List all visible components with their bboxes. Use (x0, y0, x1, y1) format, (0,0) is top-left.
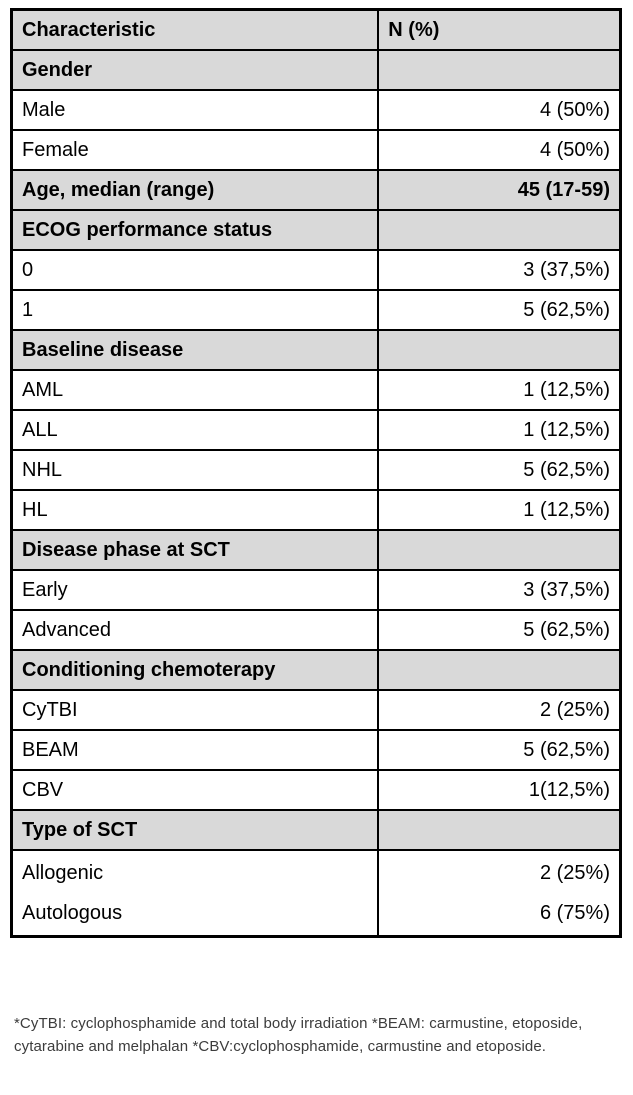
row-label-cell: Early (10, 569, 380, 611)
table-row: Age, median (range) 45 (17-59) (10, 169, 622, 211)
row-value-cell (377, 49, 622, 91)
row-value-cell: 1(12,5%) (377, 769, 622, 811)
row-label-cell: Gender (10, 49, 380, 91)
table-header-row: Characteristic N (%) (10, 8, 622, 51)
table-row: BEAM 5 (62,5%) (10, 729, 622, 771)
table-row: NHL 5 (62,5%) (10, 449, 622, 491)
table-row: Type of SCT (10, 809, 622, 851)
table-body: Characteristic N (%) Gender Male 4 (50%) Fe… (10, 8, 622, 938)
footnote: *CyTBI: cyclophosphamide and total body … (14, 1015, 583, 1056)
table-row: Early 3 (37,5%) (10, 569, 622, 611)
row-value-cell: 3 (37,5%) (377, 249, 622, 291)
row-value-cell: 5 (62,5%) (377, 289, 622, 331)
row-value-cell: 2 (25%) 6 (75%) (377, 849, 622, 938)
row-label-cell: Baseline disease (10, 329, 380, 371)
row-label-cell: Allogenic Autologous (10, 849, 380, 938)
row-label-cell: 0 (10, 249, 380, 291)
row-value-cell: 4 (50%) (377, 129, 622, 171)
row-label-cell: Disease phase at SCT (10, 529, 380, 571)
row-value-cell: 1 (12,5%) (377, 409, 622, 451)
row-value-cell (377, 209, 622, 251)
table-row: Male 4 (50%) (10, 89, 622, 131)
row-label-cell: Advanced (10, 609, 380, 651)
table-row: CyTBI 2 (25%) (10, 689, 622, 731)
table-row: Disease phase at SCT (10, 529, 622, 571)
table-row: Conditioning chemoterapy (10, 649, 622, 691)
row-label-cell: NHL (10, 449, 380, 491)
table-row: Advanced 5 (62,5%) (10, 609, 622, 651)
row-label: Autologous (22, 902, 123, 924)
row-value-cell (377, 809, 622, 851)
row-value-cell: 2 (25%) (377, 689, 622, 731)
row-label-cell: CBV (10, 769, 380, 811)
row-label-cell: ALL (10, 409, 380, 451)
table-row: Baseline disease (10, 329, 622, 371)
row-value: 6 (75%) (539, 902, 610, 924)
row-label-cell: 1 (10, 289, 380, 331)
row-value-cell: 45 (17-59) (377, 169, 622, 211)
row-label-cell: Female (10, 129, 380, 171)
row-value-cell: 5 (62,5%) (377, 729, 622, 771)
table-row: AML 1 (12,5%) (10, 369, 622, 411)
row-value-cell (377, 329, 622, 371)
table-row: Female 4 (50%) (10, 129, 622, 171)
row-value-cell: 4 (50%) (377, 89, 622, 131)
row-value: 2 (25%) (539, 862, 610, 884)
row-value-cell: 1 (12,5%) (377, 369, 622, 411)
table-row: ECOG performance status (10, 209, 622, 251)
col-header-characteristic: Characteristic (10, 8, 380, 51)
row-label-cell: ECOG performance status (10, 209, 380, 251)
row-value-cell: 5 (62,5%) (377, 609, 622, 651)
row-label-cell: CyTBI (10, 689, 380, 731)
table-row: Gender (10, 49, 622, 91)
row-label-cell: Male (10, 89, 380, 131)
row-label: Allogenic (22, 862, 104, 884)
row-label-cell: BEAM (10, 729, 380, 771)
row-label-cell: Age, median (range) (10, 169, 380, 211)
row-label-cell: AML (10, 369, 380, 411)
row-value-cell: 3 (37,5%) (377, 569, 622, 611)
row-label-cell: Type of SCT (10, 809, 380, 851)
row-value-cell (377, 529, 622, 571)
row-value-cell: 5 (62,5%) (377, 449, 622, 491)
table-row: CBV 1(12,5%) (10, 769, 622, 811)
row-label-cell: HL (10, 489, 380, 531)
table-row: ALL 1 (12,5%) (10, 409, 622, 451)
row-value-cell: 1 (12,5%) (377, 489, 622, 531)
table-row: Allogenic Autologous 2 (25%) 6 (75%) (10, 849, 622, 938)
table-row: HL 1 (12,5%) (10, 489, 622, 531)
col-header-n-percent: N (%) (377, 8, 622, 51)
row-value-cell (377, 649, 622, 691)
patient-characteristics-table: Characteristic N (%) Gender Male 4 (50%) Fe… (10, 8, 622, 938)
row-label-cell: Conditioning chemoterapy (10, 649, 380, 691)
patient-characteristics-table-wrap: Characteristic N (%) Gender Male 4 (50%) Fe… (10, 8, 622, 938)
